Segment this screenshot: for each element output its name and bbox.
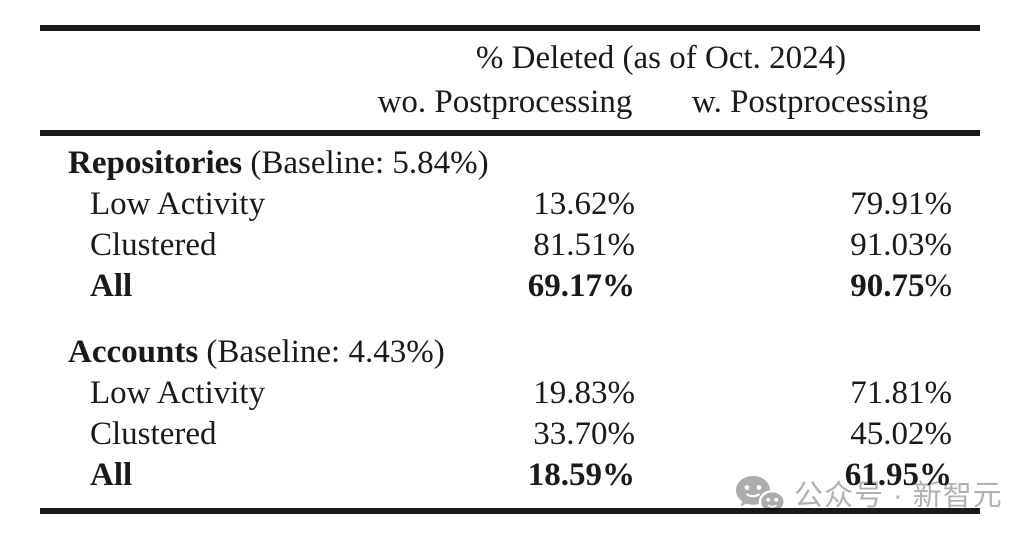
- value-wo-postprocessing: 69.17%: [527, 268, 635, 304]
- header-col-w-postprocessing: w. Postprocessing: [691, 84, 929, 120]
- row-label: Clustered: [90, 227, 217, 263]
- table-row: All 18.59% 61.95%: [40, 455, 980, 496]
- watermark-text: 公众号 · 新智元: [794, 480, 1003, 512]
- value-wo-postprocessing: 19.83%: [533, 375, 635, 411]
- value-w-postprocessing: 90.75%: [635, 266, 980, 307]
- header-span-title: % Deleted (as of Oct. 2024): [475, 40, 847, 76]
- value-w-postprocessing: 61.95%: [844, 457, 952, 493]
- group-header-accounts: Accounts (Baseline: 4.43%): [40, 332, 980, 373]
- table-header: % Deleted (as of Oct. 2024) wo. Postproc…: [40, 31, 980, 130]
- table-mid-rule: [40, 130, 980, 136]
- value-wo-postprocessing: 18.59%: [527, 457, 635, 493]
- group-baseline: (Baseline: 4.43%): [206, 334, 445, 370]
- value-wo-postprocessing: 81.51%: [533, 227, 635, 263]
- row-label: All: [90, 457, 133, 493]
- header-columns-row: wo. Postprocessing w. Postprocessing: [40, 80, 980, 124]
- watermark: 公众号 · 新智元: [735, 475, 1003, 518]
- row-label: All: [90, 268, 133, 304]
- table-row: Clustered 81.51% 91.03%: [40, 225, 980, 266]
- group-name: Accounts: [68, 334, 199, 370]
- group-header-repositories: Repositories (Baseline: 5.84%): [40, 143, 980, 184]
- group-baseline: (Baseline: 5.84%): [250, 145, 489, 181]
- group-name: Repositories: [68, 145, 243, 181]
- row-label: Low Activity: [90, 186, 266, 222]
- header-col-wo-postprocessing: wo. Postprocessing: [377, 84, 633, 120]
- row-label: Low Activity: [90, 375, 266, 411]
- results-table: % Deleted (as of Oct. 2024) wo. Postproc…: [40, 25, 980, 514]
- table-row: Clustered 33.70% 45.02%: [40, 414, 980, 455]
- table-top-rule: [40, 25, 980, 31]
- value-w-postprocessing: 91.03%: [850, 227, 952, 263]
- wechat-icon: [736, 476, 785, 516]
- value-wo-postprocessing: 13.62%: [533, 186, 635, 222]
- table-body: Repositories (Baseline: 5.84%) Low Activ…: [40, 143, 980, 508]
- value-number: 90.75: [850, 268, 925, 304]
- table-row: All 69.17% 90.75%: [40, 266, 980, 307]
- header-empty-cell: [40, 80, 370, 124]
- value-w-postprocessing: 79.91%: [850, 186, 952, 222]
- table-bottom-rule: [40, 508, 980, 514]
- table-row: Low Activity 19.83% 71.81%: [40, 373, 980, 414]
- table-row: Low Activity 13.62% 79.91%: [40, 184, 980, 225]
- value-w-postprocessing: 45.02%: [850, 416, 952, 452]
- value-w-postprocessing: 71.81%: [850, 375, 952, 411]
- value-percent-sign: %: [924, 268, 953, 304]
- row-label: Clustered: [90, 416, 217, 452]
- value-wo-postprocessing: 33.70%: [533, 416, 635, 452]
